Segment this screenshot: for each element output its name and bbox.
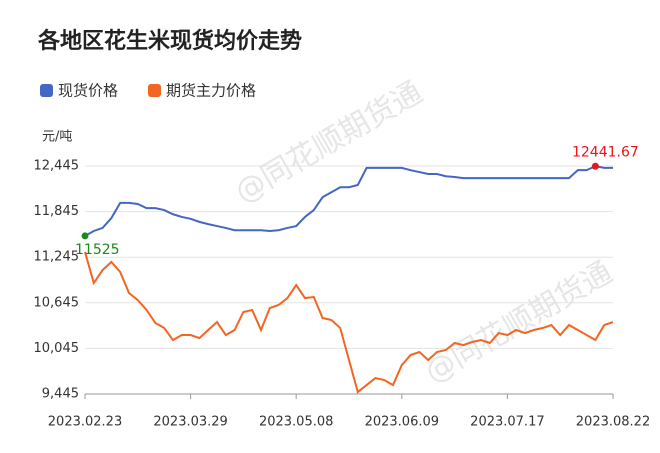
x-tick-label: 2023.06.09 (365, 415, 439, 430)
watermark: @同花顺期货通 (419, 255, 618, 390)
x-tick-label: 2023.07.17 (470, 415, 544, 430)
y-tick-label: 12,445 (34, 159, 80, 174)
start-label: 11525 (75, 242, 120, 258)
series-line (84, 165, 613, 237)
x-tick-label: 2023.03.29 (153, 415, 227, 430)
y-tick-label: 10,045 (34, 341, 80, 356)
y-unit: 元/吨 (42, 130, 72, 145)
max-point (591, 162, 599, 170)
legend-label: 现货价格 (58, 82, 118, 100)
watermark: @同花顺期货通 (229, 75, 428, 210)
chart-title: 各地区花生米现货均价走势 (37, 28, 302, 54)
legend-swatch (148, 84, 161, 97)
legend-swatch (40, 84, 53, 97)
series-line (84, 251, 614, 394)
x-tick-label: 2023.02.23 (48, 415, 122, 430)
start-point (81, 232, 89, 240)
y-tick-label: 9,445 (42, 387, 79, 402)
max-label: 12441.67 (572, 144, 639, 160)
y-tick-label: 11,245 (34, 250, 80, 265)
y-tick-label: 10,645 (34, 295, 80, 310)
legend-label: 期货主力价格 (166, 82, 256, 100)
x-tick-label: 2023.08.22 (576, 415, 650, 430)
x-tick-label: 2023.05.08 (259, 415, 333, 430)
y-tick-label: 11,845 (34, 204, 80, 219)
